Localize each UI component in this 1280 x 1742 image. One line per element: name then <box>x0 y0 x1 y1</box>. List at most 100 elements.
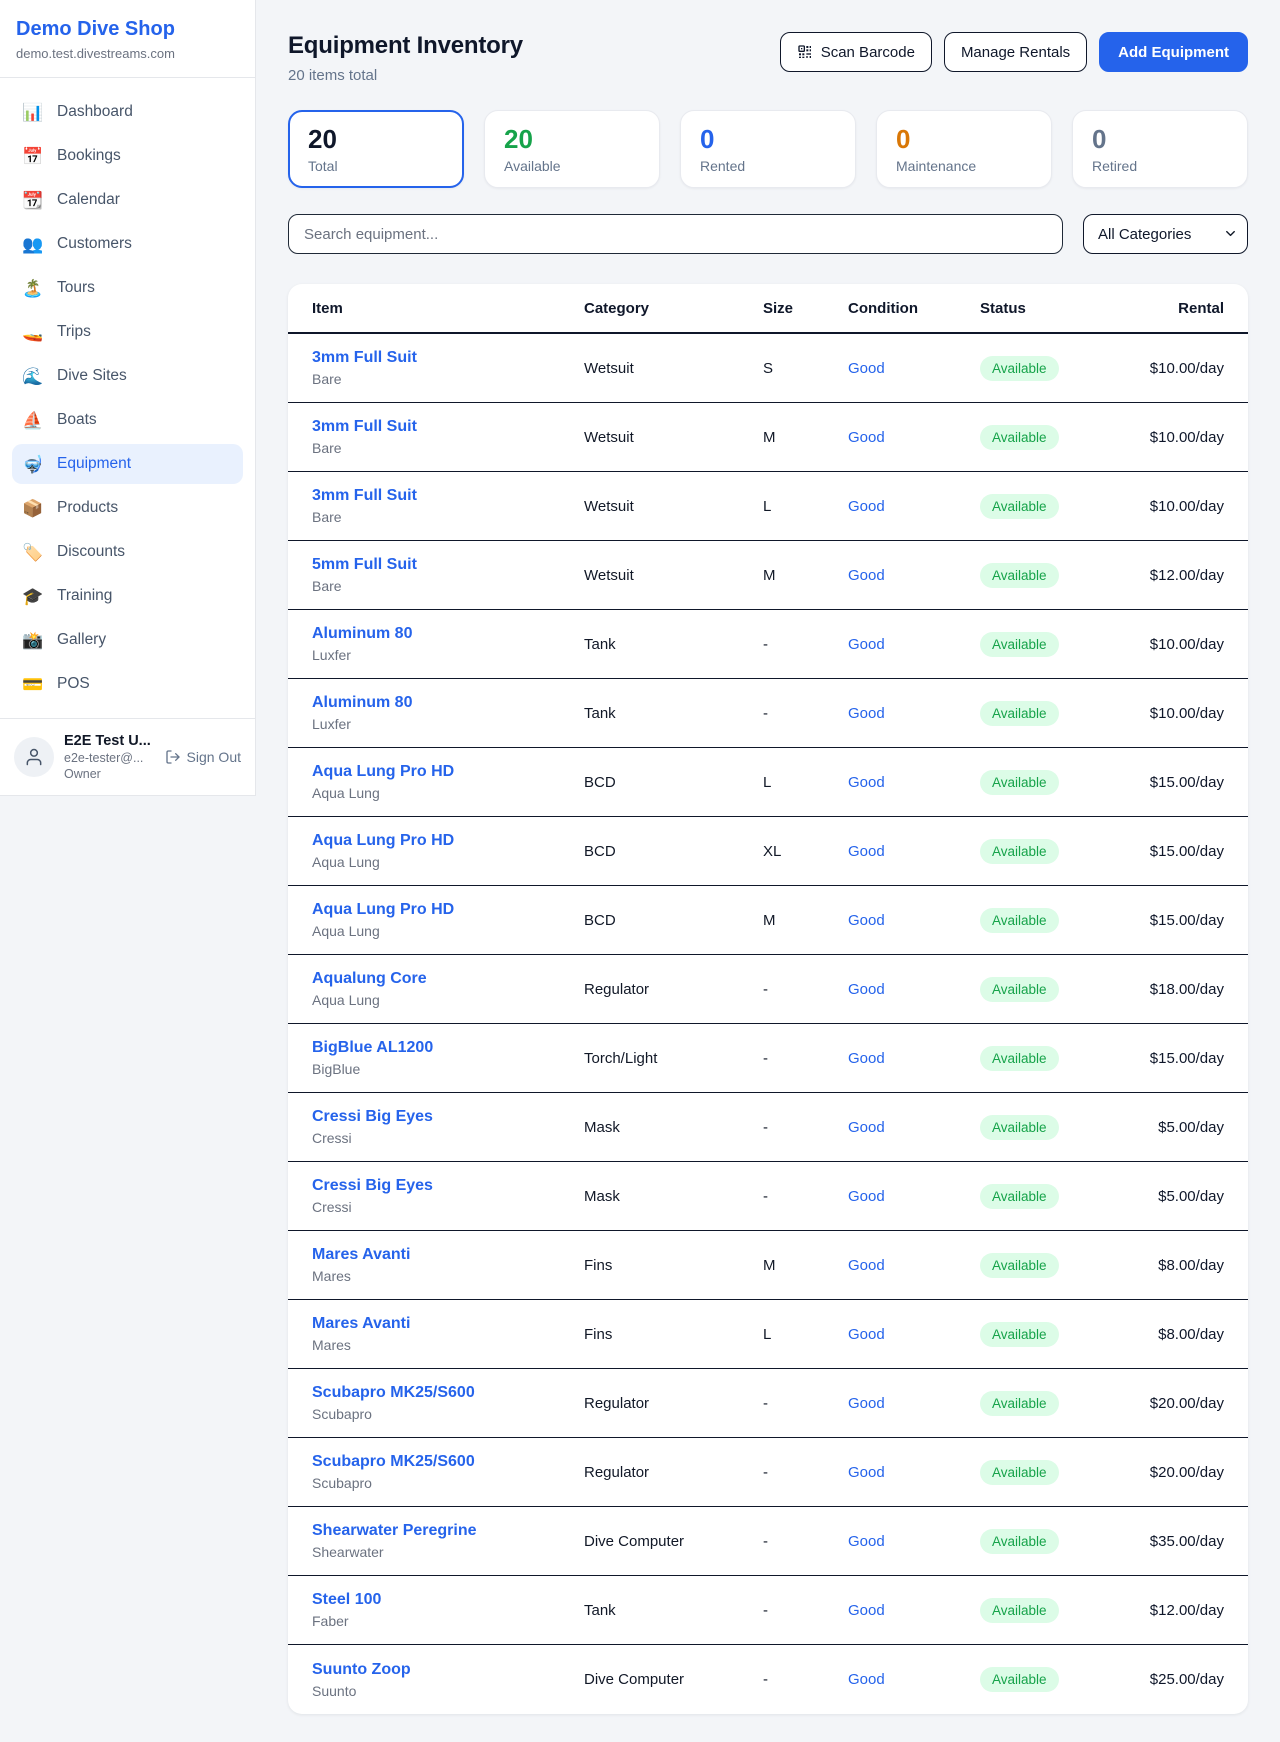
category-select[interactable]: All Categories <box>1083 214 1248 254</box>
item-name-link[interactable]: Aluminum 80 <box>312 694 413 711</box>
table-row[interactable]: Scubapro MK25/S600 Scubapro Regulator - … <box>288 1369 1248 1438</box>
item-name-link[interactable]: Suunto Zoop <box>312 1660 411 1678</box>
sidebar-item-discounts[interactable]: 🏷️ Discounts <box>12 532 243 572</box>
condition-link[interactable]: Good <box>848 359 885 377</box>
table-row[interactable]: Scubapro MK25/S600 Scubapro Regulator - … <box>288 1438 1248 1507</box>
condition-link[interactable]: Good <box>848 497 885 515</box>
stat-card[interactable]: 0 Rented <box>680 110 856 188</box>
size-cell: - <box>763 1394 768 1412</box>
condition-link[interactable]: Good <box>848 1187 885 1205</box>
item-name-link[interactable]: Aqua Lung Pro HD <box>312 901 455 918</box>
table-row[interactable]: 3mm Full Suit Bare Wetsuit L Good Availa… <box>288 472 1248 541</box>
item-name-link[interactable]: Aqua Lung Pro HD <box>312 763 455 780</box>
item-name-link[interactable]: Scubapro MK25/S600 <box>312 1384 475 1401</box>
item-name-link[interactable]: Steel 100 <box>312 1591 382 1608</box>
table-row[interactable]: 3mm Full Suit Bare Wetsuit M Good Availa… <box>288 403 1248 472</box>
sidebar-item-trips[interactable]: 🚤 Trips <box>12 312 243 352</box>
status-badge: Available <box>980 769 1059 795</box>
item-name-link[interactable]: Shearwater Peregrine <box>312 1522 477 1539</box>
condition-link[interactable]: Good <box>848 773 885 791</box>
item-name-link[interactable]: 5mm Full Suit <box>312 556 417 573</box>
item-name-link[interactable]: Mares Avanti <box>312 1246 411 1263</box>
table-row[interactable]: Aqua Lung Pro HD Aqua Lung BCD M Good Av… <box>288 886 1248 955</box>
table-row[interactable]: Suunto Zoop Suunto Dive Computer - Good … <box>288 1645 1248 1714</box>
item-name-link[interactable]: 3mm Full Suit <box>312 487 417 504</box>
table-row[interactable]: Aqua Lung Pro HD Aqua Lung BCD L Good Av… <box>288 748 1248 817</box>
sidebar-item-label: Dive Sites <box>57 367 127 384</box>
stat-card[interactable]: 0 Maintenance <box>876 110 1052 188</box>
item-brand: Aqua Lung <box>312 992 380 1008</box>
sidebar-item-bookings[interactable]: 📅 Bookings <box>12 136 243 176</box>
sidebar-item-boats[interactable]: ⛵ Boats <box>12 400 243 440</box>
stat-card[interactable]: 20 Total <box>288 110 464 188</box>
sidebar-item-tours[interactable]: 🏝️ Tours <box>12 268 243 308</box>
scan-barcode-button[interactable]: Scan Barcode <box>779 32 932 72</box>
category-cell: Dive Computer <box>584 1671 685 1688</box>
category-select-wrap: All Categories <box>1083 214 1248 254</box>
item-name-link[interactable]: Aqualung Core <box>312 970 427 987</box>
sidebar-item-customers[interactable]: 👥 Customers <box>12 224 243 264</box>
item-name-link[interactable]: Aluminum 80 <box>312 625 413 642</box>
condition-link[interactable]: Good <box>848 1394 885 1412</box>
condition-link[interactable]: Good <box>848 1532 885 1550</box>
manage-rentals-button[interactable]: Manage Rentals <box>943 32 1088 72</box>
condition-link[interactable]: Good <box>848 1049 885 1067</box>
stat-card[interactable]: 0 Retired <box>1072 110 1248 188</box>
condition-link[interactable]: Good <box>848 1671 885 1688</box>
item-name-link[interactable]: Aqua Lung Pro HD <box>312 832 455 849</box>
condition-link[interactable]: Good <box>848 635 885 653</box>
sidebar-item-gallery[interactable]: 📸 Gallery <box>12 620 243 660</box>
table-row[interactable]: Aqua Lung Pro HD Aqua Lung BCD XL Good A… <box>288 817 1248 886</box>
table-row[interactable]: Aluminum 80 Luxfer Tank - Good Available… <box>288 610 1248 679</box>
condition-link[interactable]: Good <box>848 704 885 722</box>
condition-link[interactable]: Good <box>848 842 885 860</box>
table-row[interactable]: 3mm Full Suit Bare Wetsuit S Good Availa… <box>288 334 1248 403</box>
condition-link[interactable]: Good <box>848 1463 885 1481</box>
table-row[interactable]: Aluminum 80 Luxfer Tank - Good Available… <box>288 679 1248 748</box>
table-row[interactable]: BigBlue AL1200 BigBlue Torch/Light - Goo… <box>288 1024 1248 1093</box>
sidebar-item-dive-sites[interactable]: 🌊 Dive Sites <box>12 356 243 396</box>
search-input[interactable] <box>288 214 1063 254</box>
condition-link[interactable]: Good <box>848 428 885 446</box>
condition-link[interactable]: Good <box>848 1325 885 1343</box>
status-cell: Available <box>980 631 1130 657</box>
sidebar-item-calendar[interactable]: 📆 Calendar <box>12 180 243 220</box>
item-name-link[interactable]: 3mm Full Suit <box>312 349 417 366</box>
table-row[interactable]: 5mm Full Suit Bare Wetsuit M Good Availa… <box>288 541 1248 610</box>
item-brand: BigBlue <box>312 1061 361 1077</box>
table-row[interactable]: Mares Avanti Mares Fins L Good Available… <box>288 1300 1248 1369</box>
table-row[interactable]: Aqualung Core Aqua Lung Regulator - Good… <box>288 955 1248 1024</box>
condition-link[interactable]: Good <box>848 980 885 998</box>
sidebar-item-equipment[interactable]: 🤿 Equipment <box>12 444 243 484</box>
rental-price: $15.00/day <box>1149 773 1224 791</box>
size-cell: L <box>763 773 772 791</box>
condition-link[interactable]: Good <box>848 911 885 929</box>
item-name-link[interactable]: Cressi Big Eyes <box>312 1177 433 1194</box>
rental-price: $18.00/day <box>1149 980 1224 998</box>
condition-link[interactable]: Good <box>848 1256 885 1274</box>
sidebar-item-products[interactable]: 📦 Products <box>12 488 243 528</box>
table-row[interactable]: Mares Avanti Mares Fins M Good Available… <box>288 1231 1248 1300</box>
table-row[interactable]: Cressi Big Eyes Cressi Mask - Good Avail… <box>288 1162 1248 1231</box>
sidebar-item-training[interactable]: 🎓 Training <box>12 576 243 616</box>
condition-link[interactable]: Good <box>848 566 885 584</box>
sidebar-item-pos[interactable]: 💳 POS <box>12 664 243 704</box>
item-name-link[interactable]: Cressi Big Eyes <box>312 1108 433 1125</box>
table-row[interactable]: Cressi Big Eyes Cressi Mask - Good Avail… <box>288 1093 1248 1162</box>
sign-out-button[interactable]: Sign Out <box>165 749 241 765</box>
stat-value: 0 <box>700 124 715 154</box>
status-badge: Available <box>980 976 1059 1002</box>
add-equipment-button[interactable]: Add Equipment <box>1099 32 1248 72</box>
sidebar-item-dashboard[interactable]: 📊 Dashboard <box>12 92 243 132</box>
stat-card[interactable]: 20 Available <box>484 110 660 188</box>
item-name-link[interactable]: 3mm Full Suit <box>312 418 417 435</box>
item-name-link[interactable]: Mares Avanti <box>312 1315 411 1332</box>
rental-price: $12.00/day <box>1149 1601 1224 1619</box>
condition-link[interactable]: Good <box>848 1601 885 1619</box>
table-row[interactable]: Shearwater Peregrine Shearwater Dive Com… <box>288 1507 1248 1576</box>
table-row[interactable]: Steel 100 Faber Tank - Good Available $1… <box>288 1576 1248 1645</box>
condition-link[interactable]: Good <box>848 1118 885 1136</box>
item-name-link[interactable]: BigBlue AL1200 <box>312 1039 434 1056</box>
item-name-link[interactable]: Scubapro MK25/S600 <box>312 1453 475 1470</box>
status-badge: Available <box>980 1597 1059 1623</box>
